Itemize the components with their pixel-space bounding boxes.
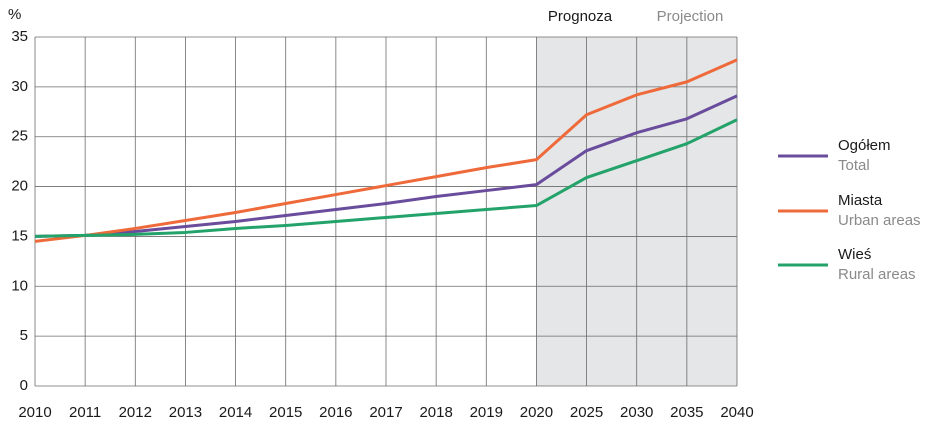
legend-label: Miasta (838, 192, 883, 209)
legend-label: Ogółem (838, 137, 891, 154)
y-tick-label: 10 (11, 277, 28, 294)
y-tick-label: 5 (20, 327, 28, 344)
y-tick-label: 20 (11, 178, 28, 195)
x-tick-label: 2010 (18, 404, 51, 421)
legend-label: Wieś (838, 246, 871, 263)
y-tick-label: 25 (11, 128, 28, 145)
legend-label-en: Rural areas (838, 266, 916, 283)
legend-label-en: Total (838, 157, 870, 174)
y-tick-label: 30 (11, 78, 28, 95)
x-tick-label: 2030 (620, 404, 653, 421)
x-tick-label: 2015 (269, 404, 302, 421)
x-tick-label: 2017 (369, 404, 402, 421)
x-tick-label: 2020 (520, 404, 553, 421)
y-tick-label: 15 (11, 227, 28, 244)
projection-label-en: Projection (657, 8, 724, 25)
x-tick-label: 2025 (570, 404, 603, 421)
projection-label: Prognoza (548, 8, 613, 25)
x-tick-label: 2016 (319, 404, 352, 421)
series-line (34, 118, 738, 238)
series-line (34, 58, 738, 243)
legend-label-en: Urban areas (838, 212, 921, 229)
x-tick-label: 2014 (219, 404, 252, 421)
x-tick-label: 2040 (720, 404, 753, 421)
series-line (34, 94, 738, 238)
x-tick-label: 2019 (470, 404, 503, 421)
x-tick-label: 2013 (169, 404, 202, 421)
x-tick-label: 2018 (419, 404, 452, 421)
y-axis-label: % (8, 6, 21, 23)
y-tick-label: 35 (11, 28, 28, 45)
x-tick-label: 2011 (69, 404, 101, 421)
x-tick-label: 2012 (119, 404, 152, 421)
x-tick-label: 2035 (670, 404, 703, 421)
y-tick-label: 0 (20, 377, 28, 394)
